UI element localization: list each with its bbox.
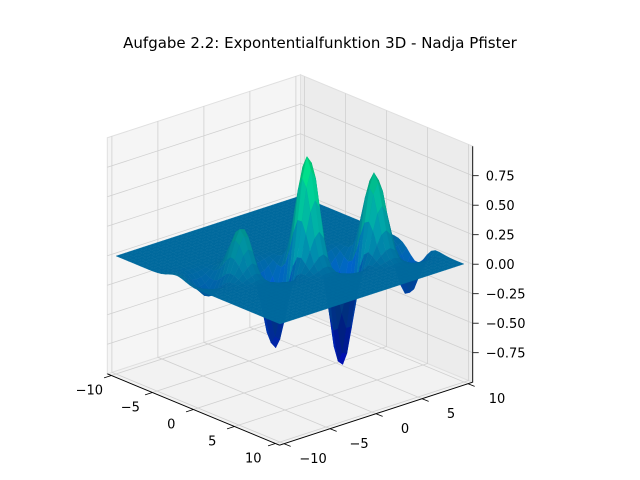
x-tick-label: 10 — [245, 452, 262, 467]
y-tick — [467, 383, 475, 387]
z-tick-label: −0.25 — [486, 288, 526, 303]
y-tick — [329, 428, 337, 432]
x-tick — [144, 392, 153, 396]
grid-line-y — [203, 106, 377, 415]
z-tick-label: −0.50 — [486, 317, 526, 332]
z-tick-label: 0.50 — [486, 199, 515, 214]
grid-line-z — [107, 103, 473, 177]
grid-line-x — [275, 144, 470, 444]
grid-line-x — [234, 127, 429, 427]
z-tick-label: 0.25 — [486, 229, 515, 244]
y-tick — [421, 398, 429, 402]
x-tick-label: −10 — [76, 384, 103, 399]
tick-marks — [103, 175, 479, 447]
y-tick-label: 10 — [489, 392, 506, 407]
y-tick — [283, 443, 291, 447]
grid-line-x — [193, 110, 388, 410]
x-tick-label: 5 — [208, 435, 216, 450]
x-tick — [103, 375, 112, 379]
x-tick — [185, 409, 194, 413]
grid-line-y — [157, 121, 331, 430]
grid-line-y — [249, 91, 423, 400]
grid-line-z — [107, 133, 473, 206]
z-tick-label: 0.00 — [486, 258, 515, 273]
x-tick — [267, 443, 276, 447]
y-tick-label: 0 — [401, 422, 409, 437]
surface-patch — [275, 320, 286, 325]
x-tick-label: 0 — [167, 418, 175, 433]
grid-line-z — [107, 162, 473, 236]
y-tick — [375, 413, 383, 417]
grid-line-y — [111, 136, 285, 445]
z-tick-label: 0.75 — [486, 170, 515, 185]
surface — [115, 156, 465, 365]
y-tick-label: −10 — [299, 452, 326, 467]
x-tick — [226, 426, 235, 430]
chart-title: Aufgabe 2.2: Expontentialfunktion 3D - N… — [123, 34, 517, 52]
y-tick-label: 5 — [447, 407, 455, 422]
x-tick-label: −5 — [121, 401, 140, 416]
tick-labels: −10 −10 −5 −5 0 0 5 5 10 10 −0.75 −0.50 −0.25 0.00 0.2… — [76, 170, 526, 468]
z-tick-label: −0.75 — [486, 347, 526, 362]
y-tick-label: −5 — [349, 437, 368, 452]
